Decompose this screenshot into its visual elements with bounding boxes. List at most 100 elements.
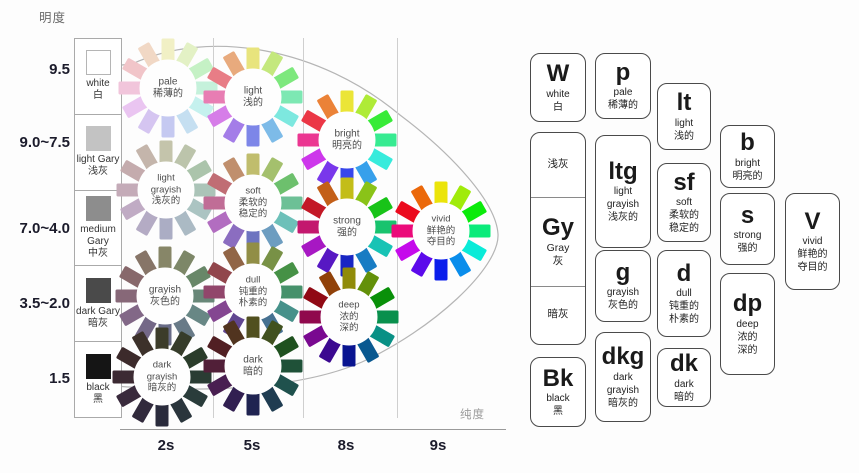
tone-code: p xyxy=(615,58,631,86)
tone-box-sf: sf soft 柔软的 稳定的 xyxy=(657,163,711,242)
tone-sub-label: vivid xyxy=(802,236,823,248)
tone-wheel-label: dark grayish 暗灰的 xyxy=(133,348,191,406)
tone-sub-label: 稳定的 xyxy=(669,223,699,235)
tone-sub-label: 鲜艳的 xyxy=(797,249,828,261)
gray-tone-cell: 浅灰 xyxy=(531,133,585,197)
tone-code: V xyxy=(804,207,821,235)
grayscale-cell: light Gary 浅灰 xyxy=(75,115,121,191)
purity-tick-label: 2s xyxy=(157,437,175,454)
grayscale-swatch xyxy=(85,277,111,303)
tone-code: dkg xyxy=(601,343,645,371)
tone-sub-label: 强的 xyxy=(737,243,758,255)
tone-box-d: d dull 钝重的 朴素的 xyxy=(657,250,711,337)
tone-wheel-label: bright 明亮的 xyxy=(318,111,376,169)
grayscale-label-en: dark Gary xyxy=(76,305,120,317)
tone-wheel-label: light 浅的 xyxy=(224,68,282,126)
purity-tick-label: 9s xyxy=(429,437,447,454)
tone-sub-label: 夺目的 xyxy=(797,262,828,274)
tone-wheel-label: soft 柔软的 稳定的 xyxy=(224,174,282,232)
tone-sub-label: 浅的 xyxy=(674,130,694,142)
tone-sub-label: white xyxy=(546,88,570,100)
lightness-tick-label: 9.0~7.5 xyxy=(19,134,70,151)
tone-box-g: g grayish 灰色的 xyxy=(595,250,651,322)
tone-wheel-label: dull 钝重的 朴素的 xyxy=(224,263,282,321)
tone-wheel-label: vivid 鲜艳的 夺目的 xyxy=(412,202,470,260)
tone-code: d xyxy=(676,259,692,287)
tone-box-lt: lt light 浅的 xyxy=(657,83,711,150)
tone-sub-label: dark xyxy=(674,378,694,390)
tone-sub-label: strong xyxy=(733,230,762,242)
tone-sub-label: 浓的 xyxy=(737,331,758,343)
purity-axis-line xyxy=(120,429,506,430)
tone-sub-label: light xyxy=(613,186,633,198)
grayscale-column: white 白 light Gary 浅灰 medium Gary 中灰 dark Gary… xyxy=(74,38,122,418)
tone-sub-label: 明亮的 xyxy=(732,170,763,182)
tone-sub-label: black xyxy=(546,393,570,405)
grayscale-cell: dark Gary 暗灰 xyxy=(75,266,121,343)
grayscale-swatch xyxy=(85,353,111,379)
tone-code: W xyxy=(546,60,570,88)
tone-wheel-label: grayish 灰色的 xyxy=(136,267,194,325)
color-swatch xyxy=(159,140,173,166)
tone-sub-label: 朴素的 xyxy=(669,314,699,326)
tone-box-Bk: Bk black 黑 xyxy=(530,357,586,427)
tone-wheel-label: deep 浓的 深的 xyxy=(320,288,378,346)
grayscale-label-zh: 暗灰 xyxy=(88,317,108,329)
color-swatch xyxy=(161,38,175,64)
tone-code: lt xyxy=(676,89,692,117)
purity-axis-title: 纯度 xyxy=(460,409,485,421)
tone-wheel-label: dark 暗的 xyxy=(224,337,282,395)
grayscale-label-zh: 浅灰 xyxy=(88,166,108,178)
color-swatch xyxy=(340,90,354,116)
color-swatch xyxy=(246,153,260,179)
grayscale-label-zh: 黑 xyxy=(93,393,103,405)
tone-box-ltg: ltg light grayish 浅灰的 xyxy=(595,135,651,248)
tone-sub-label: 灰 xyxy=(552,255,564,268)
tone-code: b xyxy=(740,129,755,157)
color-swatch xyxy=(158,246,172,272)
tone-code: Bk xyxy=(542,364,574,392)
grayscale-label-en: white xyxy=(86,78,110,90)
lightness-tick-label: 7.0~4.0 xyxy=(19,220,70,237)
grayscale-cell: white 白 xyxy=(75,39,121,115)
tone-code: Gy xyxy=(541,214,574,242)
tone-wheel-label: light grayish 浅灰的 xyxy=(137,161,195,219)
tone-sub-label: 柔软的 xyxy=(669,210,699,222)
tone-code: dp xyxy=(732,290,763,318)
tone-code: sf xyxy=(673,168,695,196)
tone-sub-label: 暗灰的 xyxy=(608,397,638,409)
tone-code: dk xyxy=(669,350,698,378)
gray-tone-column: 浅灰 Gy Gray 灰暗灰 xyxy=(530,132,586,345)
color-swatch xyxy=(246,316,260,342)
color-swatch xyxy=(340,177,354,203)
tone-sub-label: 深的 xyxy=(737,344,758,356)
color-swatch xyxy=(342,267,356,293)
grayscale-label-zh: 白 xyxy=(93,90,103,102)
lightness-axis-title: 明度 xyxy=(38,11,66,25)
tone-sub-label: grayish xyxy=(606,384,640,396)
tone-box-dk: dk dark 暗的 xyxy=(657,348,711,407)
tone-code: s xyxy=(740,201,755,229)
tone-box-s: s strong 强的 xyxy=(720,193,775,265)
tone-sub-label: grayish xyxy=(606,287,640,299)
tone-sub-label: light xyxy=(674,117,694,129)
tone-code: ltg xyxy=(608,157,638,185)
color-swatch xyxy=(155,327,169,353)
grayscale-label-en: black xyxy=(86,381,110,393)
grayscale-label-en: light Gary xyxy=(76,154,120,166)
tone-sub-label: 灰色的 xyxy=(608,300,638,312)
tone-sub-label: bright xyxy=(734,157,760,169)
tone-sub-label: 稀薄的 xyxy=(608,100,638,112)
tone-box-dkg: dkg dark grayish 暗灰的 xyxy=(595,332,651,422)
tone-sub-label: 白 xyxy=(553,101,563,113)
tone-box-p: p pale 稀薄的 xyxy=(595,53,651,119)
grayscale-label-zh: 中灰 xyxy=(88,247,108,259)
tone-code: g xyxy=(615,258,631,286)
color-swatch xyxy=(434,181,448,207)
tone-sub-label: 钝重的 xyxy=(669,301,699,313)
color-swatch xyxy=(246,47,260,73)
tone-sub-label: 暗的 xyxy=(674,391,694,403)
